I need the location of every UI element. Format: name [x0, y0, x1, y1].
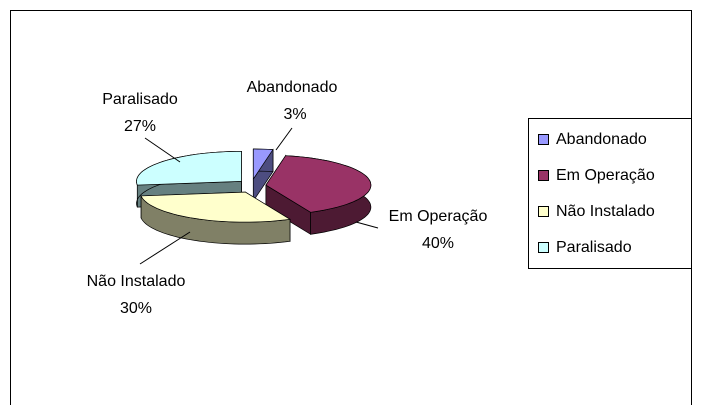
leader-line — [139, 231, 191, 265]
legend-label: Não Instalado — [556, 203, 655, 220]
legend-label: Abandonado — [556, 131, 647, 148]
legend: Abandonado Em Operação Não Instalado Parali… — [538, 131, 655, 256]
data-label-value: 27% — [124, 118, 156, 135]
legend-box — [528, 118, 692, 269]
leader-line — [144, 137, 181, 163]
data-label-name: Não Instalado — [87, 273, 186, 290]
data-label-name: Em Operação — [389, 208, 488, 225]
leader-line — [355, 221, 379, 229]
data-label-name: Abandonado — [247, 79, 338, 96]
legend-swatch — [538, 242, 549, 253]
leader-line — [275, 127, 293, 151]
legend-swatch — [538, 134, 549, 145]
slice — [265, 155, 372, 213]
data-label-value: 30% — [120, 300, 152, 317]
legend-label: Em Operação — [556, 167, 655, 184]
slice — [136, 151, 242, 186]
legend-swatch — [538, 206, 549, 217]
legend-label: Paralisado — [556, 239, 632, 256]
pie — [136, 148, 372, 245]
data-label-value: 3% — [283, 106, 306, 123]
data-labels — [139, 127, 379, 265]
data-label-value: 40% — [422, 235, 454, 252]
slice — [140, 191, 292, 223]
data-label-name: Paralisado — [102, 91, 178, 108]
legend-swatch — [538, 170, 549, 181]
slice — [252, 148, 274, 181]
